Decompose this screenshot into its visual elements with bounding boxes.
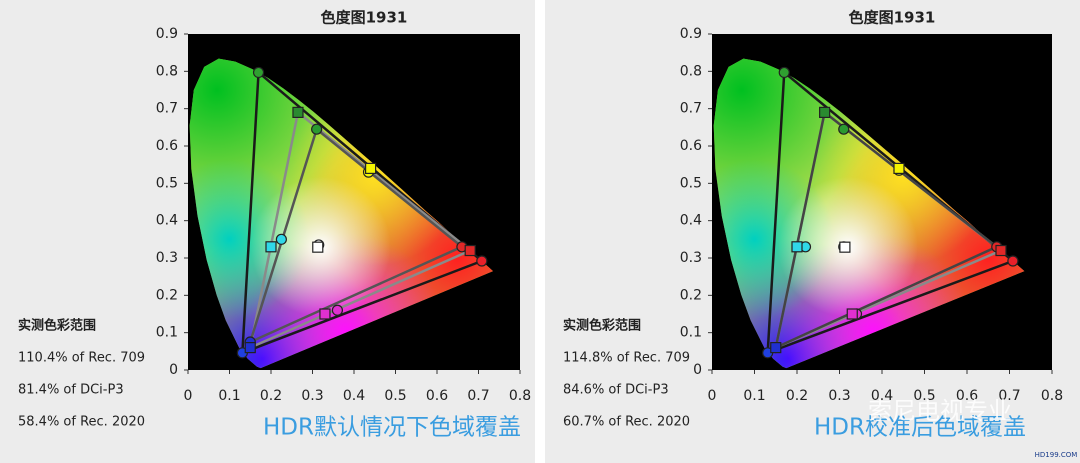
y-tick-label: 0.1 [156, 325, 178, 341]
x-tick-label: 0.8 [509, 388, 531, 404]
side-line: 60.7% of Rec. 2020 [563, 415, 690, 430]
chart-title: 色度图1931 [849, 9, 936, 27]
x-tick-label: 0.8 [1041, 388, 1063, 404]
y-tick-label: 0 [693, 362, 702, 378]
y-tick-label: 0.4 [156, 213, 178, 229]
y-tick-label: 0.3 [680, 250, 702, 266]
side-title: 实测色彩范围 [563, 318, 641, 334]
logo: HD199.COM [1035, 451, 1078, 459]
gamut-triangle [774, 110, 1000, 350]
x-tick-label: 0.2 [260, 388, 282, 404]
side-title: 实测色彩范围 [18, 318, 96, 334]
y-tick-label: 0.5 [680, 175, 702, 191]
marker-square [770, 342, 782, 354]
y-tick-label: 0.8 [680, 63, 702, 79]
y-tick-label: 0.4 [680, 213, 702, 229]
marker-square [292, 106, 304, 119]
x-tick-label: 0.1 [218, 388, 240, 404]
y-tick-label: 0.3 [156, 250, 178, 266]
y-tick-label: 0 [169, 362, 178, 378]
caption: HDR默认情况下色域覆盖 [263, 415, 521, 441]
y-tick-label: 0.2 [680, 287, 702, 303]
x-tick-label: 0.1 [743, 388, 765, 404]
y-tick-label: 0.5 [156, 175, 178, 191]
marker-square [839, 241, 851, 253]
y-tick-label: 0.7 [680, 101, 702, 117]
x-tick-label: 0.6 [426, 388, 448, 404]
side-line: 84.6% of DCi-P3 [563, 383, 669, 398]
marker-square [365, 162, 377, 174]
y-tick-label: 0.9 [680, 26, 702, 42]
x-tick-label: 0.4 [871, 388, 893, 404]
x-tick-label: 0.3 [828, 388, 850, 404]
marker-circle [252, 66, 265, 79]
y-tick-label: 0.9 [156, 26, 178, 42]
marker-circle [275, 233, 287, 245]
marker-square [846, 308, 858, 320]
x-tick-label: 0.3 [301, 388, 323, 404]
marker-circle [778, 66, 790, 79]
marker-circle [1007, 255, 1019, 267]
caption: HDR校准后色域覆盖 [814, 415, 1026, 441]
x-tick-label: 0 [708, 388, 717, 404]
marker-square [244, 342, 256, 354]
marker-square [464, 244, 476, 257]
marker-square [893, 162, 905, 174]
marker-square [791, 241, 803, 253]
y-tick-label: 0.2 [156, 287, 178, 303]
side-line: 58.4% of Rec. 2020 [18, 415, 145, 430]
marker-square [319, 308, 331, 320]
chart-title: 色度图1931 [321, 9, 408, 27]
x-tick-label: 0.6 [956, 388, 978, 404]
x-tick-label: 0.2 [786, 388, 808, 404]
x-tick-label: 0.7 [998, 388, 1020, 404]
watermark: 索尼电视专业 [868, 397, 1012, 425]
y-tick-label: 0.6 [680, 138, 702, 154]
y-tick-label: 0.8 [156, 63, 178, 79]
x-tick-label: 0.5 [913, 388, 935, 404]
x-tick-label: 0.7 [467, 388, 489, 404]
marker-square [819, 106, 831, 119]
y-tick-label: 0.1 [680, 325, 702, 341]
marker-square [995, 244, 1007, 257]
x-tick-label: 0.5 [384, 388, 406, 404]
marker-square [265, 241, 277, 253]
marker-square [312, 241, 324, 253]
marker-circle [331, 304, 343, 316]
marker-circle [838, 123, 850, 135]
y-tick-label: 0.7 [156, 101, 178, 117]
gamut-triangle [248, 110, 473, 350]
marker-circle [311, 123, 323, 135]
side-line: 110.4% of Rec. 709 [18, 351, 145, 366]
side-line: 81.4% of DCi-P3 [18, 383, 124, 398]
x-tick-label: 0 [184, 388, 193, 404]
marker-circle [476, 255, 488, 267]
side-line: 114.8% of Rec. 709 [563, 351, 690, 366]
x-tick-label: 0.4 [343, 388, 365, 404]
y-tick-label: 0.6 [156, 138, 178, 154]
